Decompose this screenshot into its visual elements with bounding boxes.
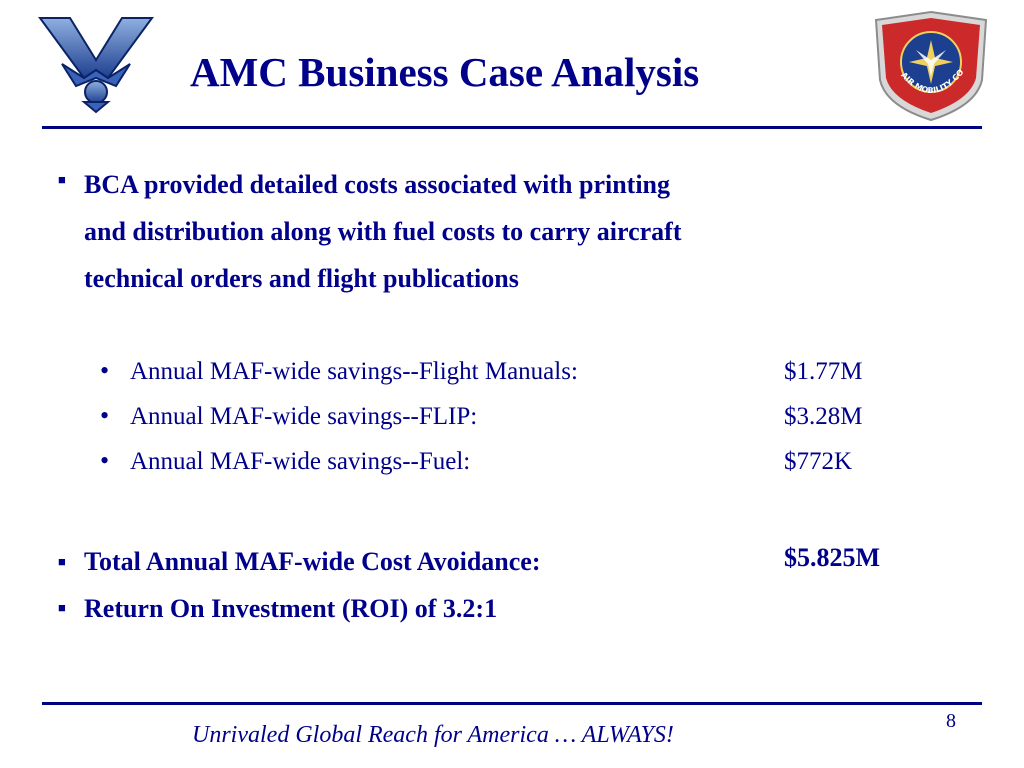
round-bullet-icon: • xyxy=(100,356,110,385)
savings-label-fuel: Annual MAF-wide savings--Fuel: xyxy=(130,448,471,475)
round-bullet-icon: • xyxy=(100,446,110,475)
total-cost-avoidance-value: $5.825M xyxy=(784,543,881,572)
main-bullet-line-3: technical orders and flight publications xyxy=(84,264,519,293)
savings-label-flip: Annual MAF-wide savings--FLIP: xyxy=(130,403,478,430)
bottom-divider xyxy=(42,702,982,705)
square-bullet-icon: ■ xyxy=(58,600,66,615)
total-cost-avoidance-label: Total Annual MAF-wide Cost Avoidance: xyxy=(84,547,541,576)
air-force-symbol-icon xyxy=(38,17,154,114)
square-bullet-icon: ■ xyxy=(58,172,66,187)
roi-text: Return On Investment (ROI) of 3.2:1 xyxy=(84,594,498,623)
slide-title: AMC Business Case Analysis xyxy=(190,49,700,95)
square-bullet-icon: ■ xyxy=(58,554,66,569)
savings-value-fuel: $772K xyxy=(784,448,853,475)
main-bullet-line-2: and distribution along with fuel costs t… xyxy=(84,217,682,246)
page-number: 8 xyxy=(946,710,956,732)
top-divider xyxy=(42,126,982,129)
savings-label-flight-manuals: Annual MAF-wide savings--Flight Manuals: xyxy=(130,358,578,385)
air-mobility-command-seal-icon: AIR MOBILITY COMMAND xyxy=(872,10,988,122)
savings-value-flip: $3.28M xyxy=(784,403,863,430)
savings-value-flight-manuals: $1.77M xyxy=(784,358,863,385)
round-bullet-icon: • xyxy=(100,401,110,430)
footer-slogan: Unrivaled Global Reach for America … ALW… xyxy=(192,722,674,748)
main-bullet-line-1: BCA provided detailed costs associated w… xyxy=(84,170,671,199)
